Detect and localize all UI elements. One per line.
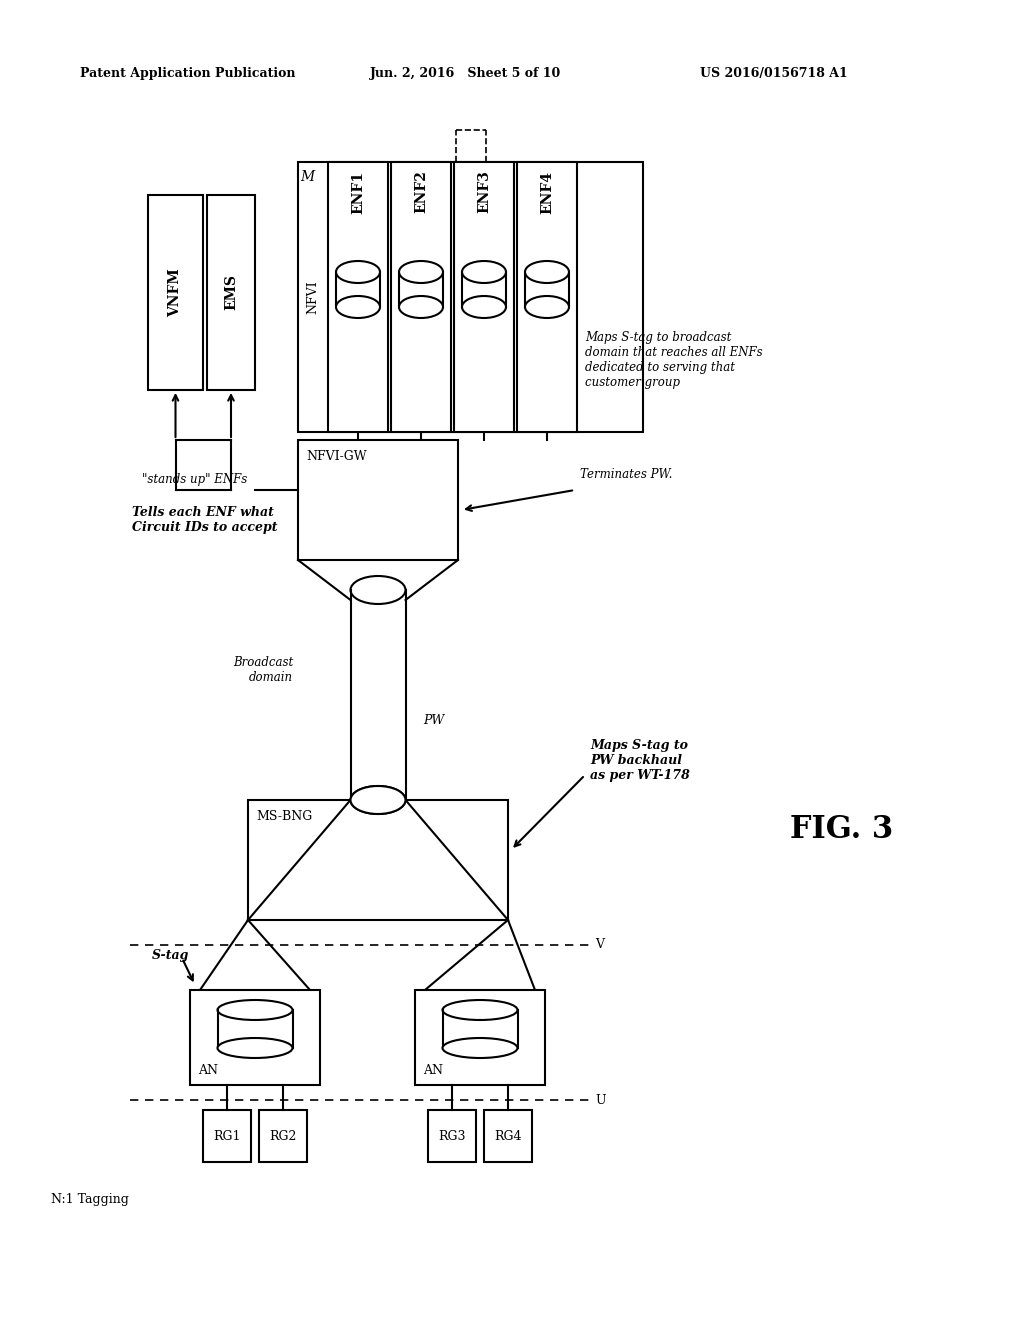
- Text: FIG. 3: FIG. 3: [790, 814, 893, 846]
- Bar: [454, 162, 514, 432]
- Ellipse shape: [350, 785, 406, 814]
- Text: Broadcast
domain: Broadcast domain: [232, 656, 293, 684]
- Ellipse shape: [399, 296, 443, 318]
- Text: RG3: RG3: [438, 1130, 466, 1143]
- Bar: [415, 990, 545, 1085]
- Text: AN: AN: [198, 1064, 218, 1077]
- Text: S-tag: S-tag: [152, 949, 189, 961]
- Ellipse shape: [442, 1038, 517, 1059]
- Text: US 2016/0156718 A1: US 2016/0156718 A1: [700, 66, 848, 79]
- Bar: [517, 162, 577, 432]
- Text: NFVI: NFVI: [306, 280, 319, 314]
- Bar: [203, 1110, 251, 1162]
- Text: PW: PW: [423, 714, 444, 726]
- Bar: [484, 1110, 532, 1162]
- Text: Patent Application Publication: Patent Application Publication: [80, 66, 296, 79]
- Text: Terminates PW.: Terminates PW.: [580, 469, 673, 482]
- Text: N:1 Tagging: N:1 Tagging: [51, 1193, 129, 1206]
- Text: Maps S-tag to
PW backhaul
as per WT-178: Maps S-tag to PW backhaul as per WT-178: [590, 738, 690, 781]
- Ellipse shape: [336, 296, 380, 318]
- Text: AN: AN: [423, 1064, 443, 1077]
- Text: Tells each ENF what
Circuit IDs to accept: Tells each ENF what Circuit IDs to accep…: [132, 506, 278, 535]
- Ellipse shape: [442, 1001, 517, 1020]
- Ellipse shape: [462, 261, 506, 282]
- Text: MS-BNG: MS-BNG: [256, 809, 312, 822]
- Text: "stands up" ENFs: "stands up" ENFs: [142, 474, 247, 487]
- Text: RG2: RG2: [269, 1130, 297, 1143]
- Text: M: M: [300, 170, 314, 183]
- Bar: [298, 440, 458, 560]
- Ellipse shape: [217, 1038, 293, 1059]
- Bar: [298, 162, 643, 432]
- Bar: [328, 162, 388, 432]
- Text: ENF1: ENF1: [351, 170, 365, 214]
- Text: VNFM: VNFM: [169, 268, 182, 317]
- Text: NFVI-GW: NFVI-GW: [306, 450, 367, 462]
- Ellipse shape: [525, 261, 569, 282]
- Bar: [391, 162, 451, 432]
- Ellipse shape: [462, 296, 506, 318]
- Text: RG4: RG4: [495, 1130, 522, 1143]
- Text: RG1: RG1: [213, 1130, 241, 1143]
- Text: V: V: [595, 939, 604, 952]
- Text: EMS: EMS: [224, 275, 238, 310]
- Ellipse shape: [217, 1001, 293, 1020]
- Bar: [428, 1110, 476, 1162]
- Ellipse shape: [350, 576, 406, 605]
- Ellipse shape: [399, 261, 443, 282]
- Ellipse shape: [350, 785, 406, 814]
- Bar: [207, 195, 255, 389]
- Text: Jun. 2, 2016   Sheet 5 of 10: Jun. 2, 2016 Sheet 5 of 10: [370, 66, 561, 79]
- Bar: [248, 800, 508, 920]
- Ellipse shape: [336, 261, 380, 282]
- Text: U: U: [595, 1093, 605, 1106]
- Ellipse shape: [525, 296, 569, 318]
- Bar: [259, 1110, 307, 1162]
- Text: ENF4: ENF4: [540, 170, 554, 214]
- Text: ENF3: ENF3: [477, 170, 490, 214]
- Text: ENF2: ENF2: [414, 170, 428, 214]
- Bar: [190, 990, 319, 1085]
- Text: Maps S-tag to broadcast
domain that reaches all ENFs
dedicated to serving that
c: Maps S-tag to broadcast domain that reac…: [585, 331, 763, 389]
- Bar: [148, 195, 203, 389]
